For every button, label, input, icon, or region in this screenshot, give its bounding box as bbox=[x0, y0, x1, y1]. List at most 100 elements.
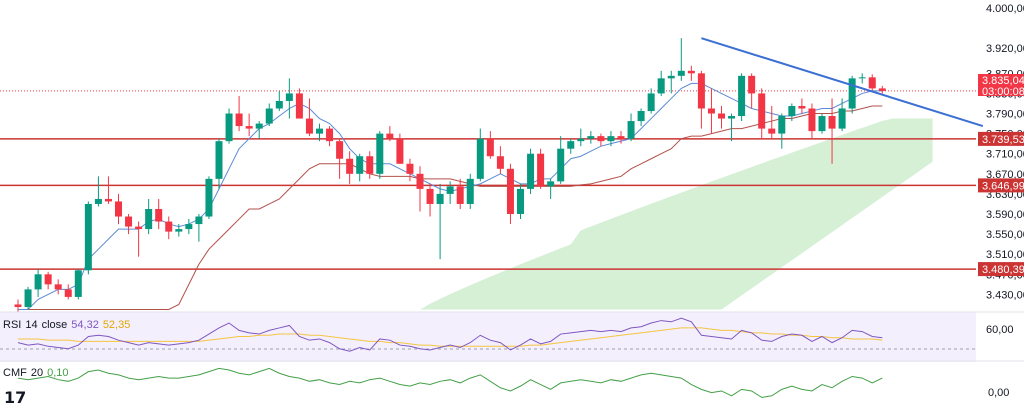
trendline[interactable] bbox=[701, 37, 984, 128]
candle-body bbox=[386, 133, 394, 139]
candle-body bbox=[506, 168, 514, 215]
last-price-tag: 3.835,04 03:00:08 bbox=[978, 74, 1024, 98]
candle-body bbox=[155, 208, 163, 222]
price-tick-label: 3.550,00 bbox=[986, 229, 1024, 241]
candle-body bbox=[406, 163, 414, 174]
candle-body bbox=[537, 153, 545, 187]
price-tick-label: 3.790,00 bbox=[986, 109, 1024, 121]
cmf-legend[interactable]: CMF 20 0,10 bbox=[3, 367, 73, 379]
price-tick-label: 3.710,00 bbox=[986, 149, 1024, 161]
candle-body bbox=[567, 141, 575, 149]
candle-body bbox=[275, 100, 283, 109]
candle-body bbox=[808, 108, 816, 132]
candle-body bbox=[597, 136, 605, 142]
rsi-legend-name: RSI bbox=[3, 319, 22, 331]
tradingview-logo-icon[interactable]: 17 bbox=[4, 388, 27, 407]
candle-body bbox=[44, 274, 52, 285]
candle-body bbox=[647, 93, 655, 112]
candle-body bbox=[446, 186, 454, 194]
candle-body bbox=[336, 141, 344, 159]
candle-body bbox=[527, 153, 535, 189]
candle-body bbox=[577, 138, 585, 142]
candle-body bbox=[707, 108, 715, 114]
candle-body bbox=[165, 221, 173, 232]
candle-body bbox=[135, 226, 143, 230]
last-price-value: 3.835,04 bbox=[982, 75, 1024, 87]
candle-body bbox=[496, 156, 504, 169]
candle-body bbox=[84, 203, 92, 271]
candle-body bbox=[677, 70, 685, 76]
level-label: 3.480,39 bbox=[982, 264, 1024, 276]
candle-body bbox=[376, 133, 384, 174]
candle-body bbox=[225, 113, 233, 142]
candles bbox=[14, 38, 886, 312]
candle-body bbox=[205, 178, 213, 217]
candle-body bbox=[687, 70, 695, 74]
candle-body bbox=[396, 138, 404, 164]
level-label-box bbox=[978, 262, 1024, 277]
candle-body bbox=[818, 116, 826, 132]
candle-body bbox=[868, 77, 876, 89]
level-label: 3.739,53 bbox=[982, 134, 1024, 146]
candle-body bbox=[828, 116, 836, 129]
candle-body bbox=[255, 123, 263, 129]
candle-body bbox=[617, 136, 625, 139]
candle-body bbox=[476, 138, 484, 179]
candle-body bbox=[557, 148, 565, 182]
candle-body bbox=[54, 284, 62, 290]
candle-body bbox=[125, 216, 133, 227]
candle-body bbox=[34, 274, 42, 290]
candle-body bbox=[115, 201, 122, 217]
kijun-line bbox=[18, 105, 883, 310]
candle-body bbox=[798, 105, 806, 109]
candle-body bbox=[64, 289, 72, 297]
candle-body bbox=[326, 128, 334, 142]
candle-body bbox=[738, 75, 746, 117]
candle-body bbox=[848, 78, 856, 109]
candle-body bbox=[778, 116, 786, 134]
candle-body bbox=[436, 193, 444, 204]
candle-body bbox=[316, 128, 323, 134]
candle-body bbox=[305, 118, 313, 134]
candle-body bbox=[185, 224, 193, 230]
rsi-legend[interactable]: RSI 14 close 54,32 52,35 bbox=[3, 319, 134, 331]
candle-body bbox=[858, 77, 866, 79]
candle-body bbox=[768, 128, 776, 134]
candle-body bbox=[728, 116, 736, 119]
candle-body bbox=[838, 108, 846, 129]
cmf-legend-period: 20 bbox=[30, 367, 44, 379]
candle-body bbox=[215, 141, 223, 179]
rsi-legend-value: 54,32 bbox=[71, 319, 99, 331]
candle-body bbox=[486, 138, 494, 157]
cmf-tick-label: 0,00 bbox=[988, 387, 1009, 399]
candle-body bbox=[587, 136, 595, 139]
candle-body bbox=[788, 105, 796, 117]
candle-body bbox=[426, 188, 434, 204]
candle-body bbox=[175, 229, 183, 232]
candle-body bbox=[627, 121, 635, 139]
candle-body bbox=[637, 111, 645, 122]
rsi-tick-label: 60,00 bbox=[986, 324, 1014, 336]
cmf-line bbox=[17, 367, 883, 398]
candle-body bbox=[356, 156, 364, 174]
price-tick-label: 3.510,00 bbox=[986, 249, 1024, 261]
candle-body bbox=[878, 88, 886, 91]
rsi-ma-legend-value: 52,35 bbox=[102, 319, 131, 331]
price-tick-label: 4.000,00 bbox=[986, 3, 1024, 15]
candle-body bbox=[346, 158, 354, 174]
candle-body bbox=[74, 270, 82, 297]
candle-body bbox=[607, 136, 615, 142]
candle-body bbox=[748, 75, 756, 94]
level-label: 3.646,99 bbox=[982, 180, 1024, 192]
candle-body bbox=[718, 113, 725, 119]
candle-body bbox=[456, 186, 464, 204]
rsi-legend-source: close bbox=[41, 319, 68, 331]
candle-body bbox=[24, 289, 32, 307]
price-axis[interactable]: 4.000,003.920,003.870,003.830,003.790,00… bbox=[986, 3, 1024, 301]
candle-body bbox=[697, 73, 705, 109]
candle-body bbox=[285, 93, 293, 101]
candle-body bbox=[295, 93, 303, 119]
level-label-box bbox=[978, 131, 1024, 146]
candle-body bbox=[94, 198, 102, 204]
